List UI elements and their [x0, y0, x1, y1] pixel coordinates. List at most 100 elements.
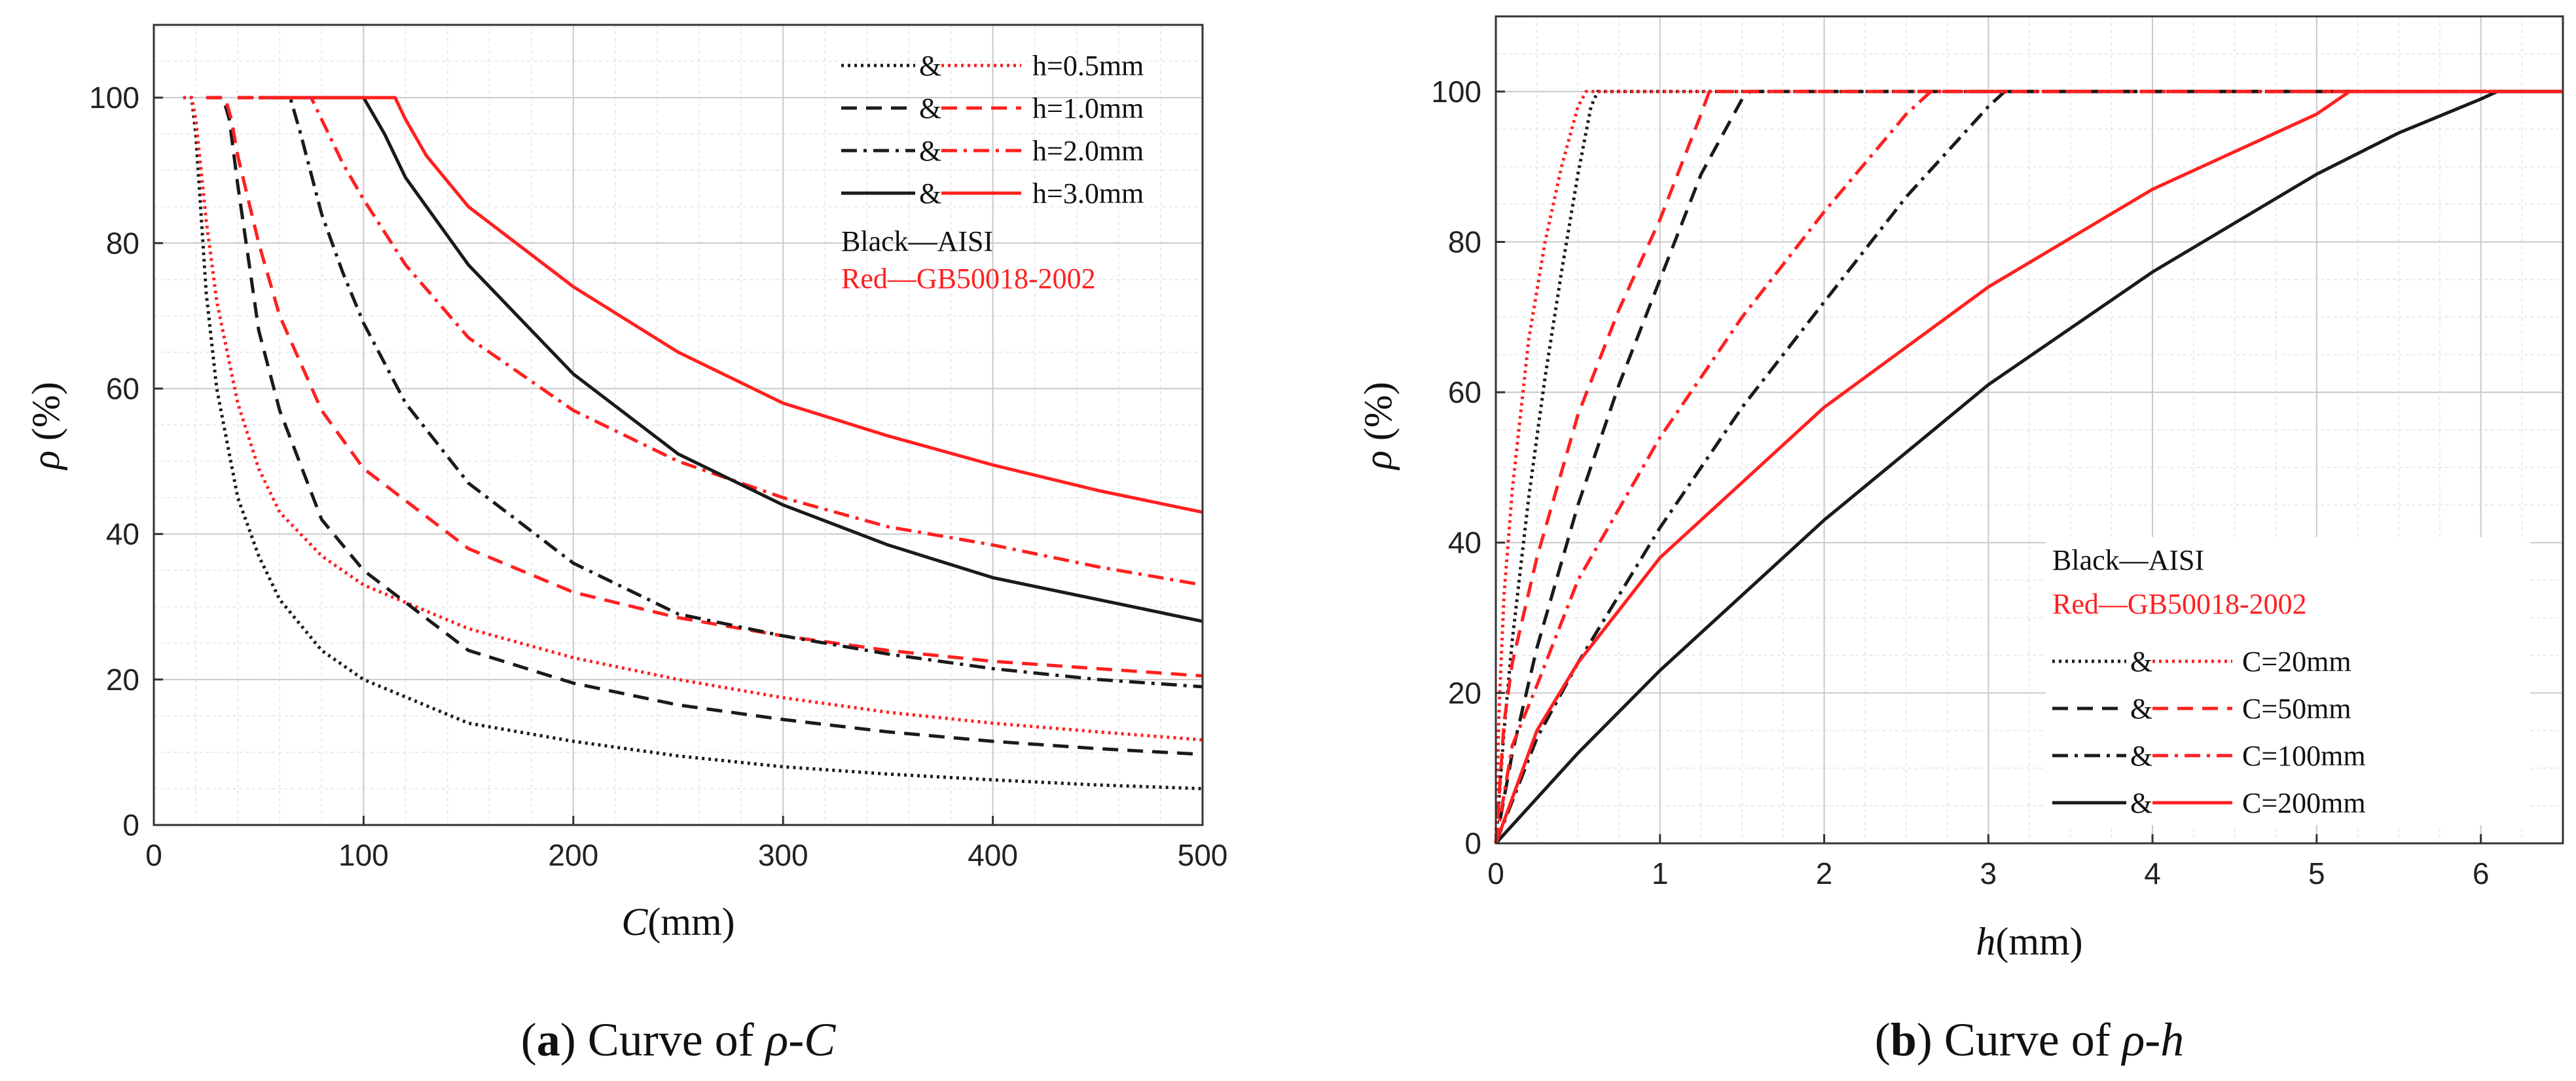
- chart-a-xlabel-unit: (mm): [647, 900, 735, 944]
- legend-b-amp-3: &: [2130, 787, 2152, 819]
- chart-a-annotation-red: Red—GB50018-2002: [841, 263, 1096, 295]
- y-tick-label: 40: [106, 517, 139, 551]
- chart-a: 0 100 200 300 400 500 0 20 40 60 80 100 C(mm) ρ (%)…: [24, 24, 1227, 1066]
- legend-a-label-2: h=2.0mm: [1032, 135, 1144, 167]
- y-tick-label: 20: [106, 663, 139, 697]
- series-line-a-6: [259, 96, 1203, 623]
- legend-b-row-2: & C=100mm: [2052, 740, 2366, 772]
- y-tick-label: 60: [1448, 375, 1481, 409]
- y-tick-label: 80: [106, 226, 139, 260]
- chart-b-ylabel: ρ (%): [1356, 382, 1400, 471]
- y-tick-label: 0: [122, 808, 139, 842]
- x-tick-label: 5: [2308, 856, 2325, 890]
- series-line-b-7: [1494, 90, 2563, 844]
- legend-a-label-0: h=0.5mm: [1032, 50, 1144, 82]
- chart-a-caption-math: ρ-C: [765, 1014, 837, 1066]
- legend-a-row-3: & h=3.0mm: [841, 177, 1144, 210]
- series-line-b-4: [1494, 90, 2563, 844]
- chart-b-annotation-red: Red—GB50018-2002: [2052, 588, 2307, 620]
- x-tick-label: 400: [968, 838, 1018, 872]
- chart-b-frame: [1495, 15, 2564, 845]
- legend-b-amp-1: &: [2130, 693, 2152, 725]
- legend-b-label-0: C=20mm: [2242, 646, 2351, 678]
- legend-b-amp-0: &: [2130, 646, 2152, 678]
- chart-a-caption: (a) Curve of ρ-C: [521, 1014, 836, 1066]
- x-tick-label: 500: [1178, 838, 1228, 872]
- chart-a-series: [183, 96, 1203, 790]
- legend-b-row-0: & C=20mm: [2052, 646, 2351, 678]
- legend-a-amp-2: &: [919, 135, 941, 167]
- x-tick-label: 100: [338, 838, 389, 872]
- x-tick-label: 300: [758, 838, 808, 872]
- chart-a-caption-prefix: ) Curve of: [560, 1014, 766, 1066]
- legend-b-label-2: C=100mm: [2242, 740, 2366, 772]
- chart-a-annotation-black: Black—AISI: [841, 225, 993, 257]
- series-line-a-5: [238, 96, 1203, 587]
- chart-a-legend: & h=0.5mm & h=1.0mm & h=2.0mm & h=3.0mm: [841, 50, 1144, 295]
- chart-a-ylabel-var: ρ: [24, 450, 67, 471]
- chart-a-ticks: 0 100 200 300 400 500 0 20 40 60 80 100: [89, 81, 1227, 872]
- chart-a-frame: [153, 24, 1204, 826]
- chart-a-xlabel-var: C: [621, 900, 648, 944]
- chart-a-caption-letter: a: [537, 1014, 560, 1066]
- chart-b-xlabel: h(mm): [1976, 920, 2082, 963]
- y-tick-label: 20: [1448, 676, 1481, 710]
- chart-b-caption-math: ρ-h: [2121, 1014, 2185, 1066]
- legend-a-amp-1: &: [919, 92, 941, 124]
- y-tick-label: 40: [1448, 526, 1481, 560]
- y-tick-label: 100: [89, 81, 139, 115]
- chart-b-legend-box: [2046, 537, 2530, 825]
- series-line-a-2: [206, 96, 1203, 756]
- series-line-b-1: [1494, 90, 2563, 844]
- legend-b-label-1: C=50mm: [2242, 693, 2351, 725]
- chart-a-caption-open: (: [521, 1014, 537, 1066]
- series-line-b-3: [1494, 90, 2563, 844]
- series-line-b-6: [1495, 90, 2563, 845]
- y-tick-label: 0: [1464, 826, 1481, 860]
- chart-b-annotation-black: Black—AISI: [2052, 544, 2204, 576]
- legend-a-row-1: & h=1.0mm: [841, 92, 1144, 124]
- chart-b-legend: Black—AISI Red—GB50018-2002 & C=20mm & C…: [2046, 537, 2530, 825]
- chart-a-ylabel: ρ (%): [24, 382, 67, 471]
- chart-b-caption: (b) Curve of ρ-h: [1875, 1014, 2185, 1066]
- chart-b-caption-open: (: [1875, 1014, 1891, 1066]
- x-tick-label: 0: [1487, 856, 1504, 890]
- x-tick-label: 200: [548, 838, 598, 872]
- chart-b-caption-prefix: ) Curve of: [1917, 1014, 2122, 1066]
- legend-b-row-3: & C=200mm: [2052, 787, 2366, 819]
- x-tick-label: 3: [1980, 856, 1997, 890]
- y-tick-label: 60: [106, 371, 139, 405]
- chart-b-xlabel-var: h: [1976, 920, 1995, 963]
- chart-b-series: [1494, 90, 2563, 845]
- legend-a-row-0: & h=0.5mm: [841, 50, 1144, 82]
- series-line-a-4: [238, 96, 1203, 689]
- legend-a-row-2: & h=2.0mm: [841, 135, 1144, 167]
- legend-b-row-1: & C=50mm: [2052, 693, 2351, 725]
- legend-a-label-1: h=1.0mm: [1032, 92, 1144, 124]
- x-tick-label: 1: [1652, 856, 1669, 890]
- series-line-b-2: [1494, 90, 2563, 844]
- chart-b-caption-letter: b: [1891, 1014, 1917, 1066]
- chart-a-ylabel-unit: (%): [24, 382, 67, 450]
- x-tick-label: 4: [2144, 856, 2161, 890]
- legend-b-amp-2: &: [2130, 740, 2152, 772]
- chart-b-ylabel-unit: (%): [1356, 382, 1400, 450]
- legend-a-amp-3: &: [919, 177, 941, 210]
- series-line-a-3: [206, 96, 1203, 678]
- series-line-b-5: [1494, 90, 2563, 844]
- chart-a-xlabel: C(mm): [621, 900, 735, 944]
- legend-b-label-3: C=200mm: [2242, 787, 2366, 819]
- legend-a-amp-0: &: [919, 50, 941, 82]
- chart-b-xlabel-unit: (mm): [1995, 920, 2082, 963]
- x-tick-label: 6: [2473, 856, 2490, 890]
- chart-b-ylabel-var: ρ: [1356, 450, 1400, 471]
- y-tick-label: 80: [1448, 225, 1481, 259]
- series-line-a-0: [183, 96, 1203, 790]
- legend-a-label-3: h=3.0mm: [1032, 177, 1144, 210]
- series-line-a-7: [259, 96, 1203, 514]
- y-tick-label: 100: [1431, 75, 1481, 109]
- x-tick-label: 2: [1816, 856, 1833, 890]
